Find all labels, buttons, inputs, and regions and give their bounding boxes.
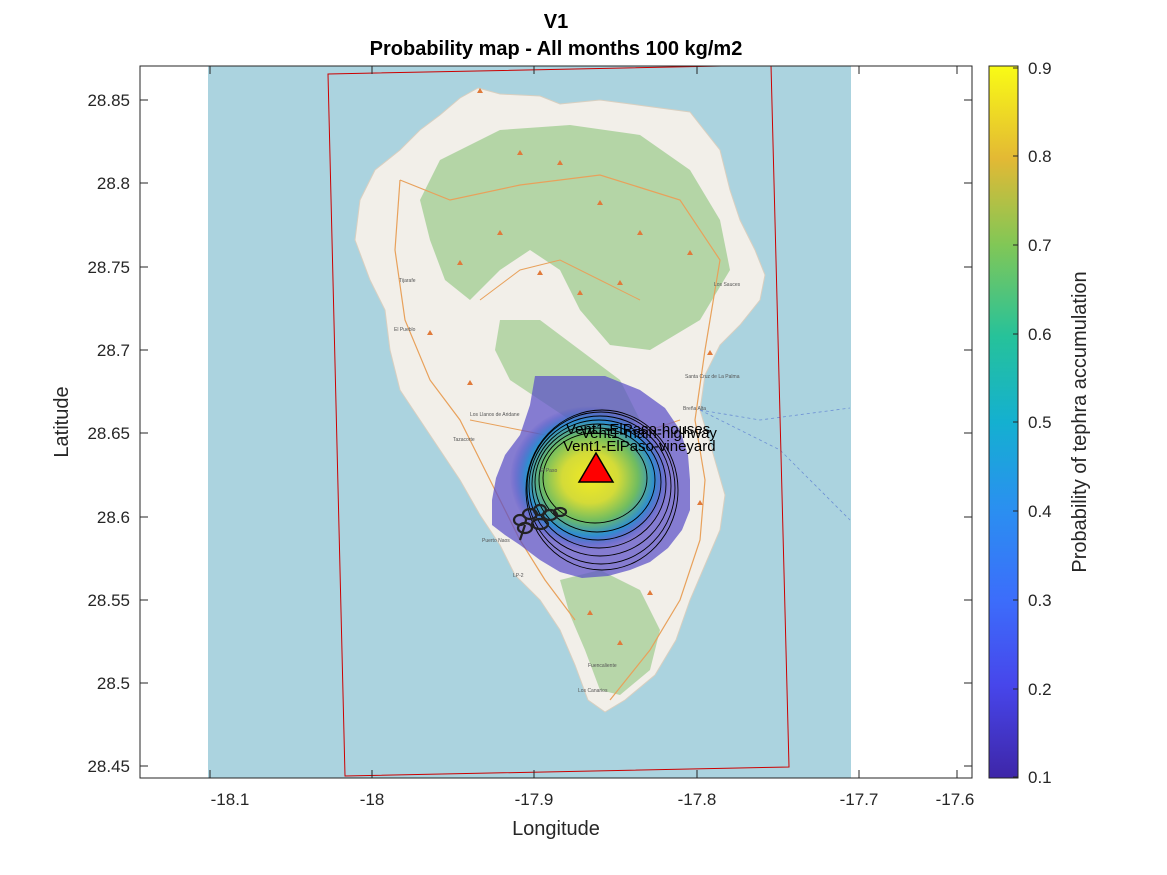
y-tick-label: 28.75 bbox=[87, 258, 130, 277]
map-forest-south bbox=[560, 570, 660, 695]
figure-title: V1 bbox=[544, 11, 568, 33]
x-tick-label: -17.8 bbox=[678, 790, 717, 809]
x-tick-label: -17.9 bbox=[515, 790, 554, 809]
secondary-contours bbox=[512, 503, 568, 541]
label-main-highway: Vent1-main-highway bbox=[581, 425, 717, 442]
y-tick-label: 28.7 bbox=[97, 341, 130, 360]
colorbar-label: Probability of tephra accumulation bbox=[1069, 271, 1091, 572]
colorbar-tick-labels: 0.9 0.8 0.7 0.6 0.5 0.4 0.3 0.2 0.1 bbox=[1028, 59, 1052, 787]
svg-text:Tazacorte: Tazacorte bbox=[453, 437, 475, 443]
svg-text:Puerto Naos: Puerto Naos bbox=[482, 538, 510, 544]
svg-text:Tijarafe: Tijarafe bbox=[399, 278, 416, 284]
svg-text:Los Sauces: Los Sauces bbox=[714, 282, 741, 288]
svg-text:LP-2: LP-2 bbox=[513, 573, 524, 579]
colorbar-tick-label: 0.3 bbox=[1028, 591, 1052, 610]
x-tick-label: -18 bbox=[360, 790, 385, 809]
svg-text:Los Llanos de Aridane: Los Llanos de Aridane bbox=[470, 412, 520, 418]
label-elpaso-vineyard: Vent1-ElPaso-vineyard bbox=[563, 438, 716, 455]
y-axis-label: Latitude bbox=[51, 386, 73, 457]
map-ferry-route bbox=[699, 407, 851, 421]
colorbar-tick-label: 0.8 bbox=[1028, 147, 1052, 166]
y-tick-label: 28.45 bbox=[87, 757, 130, 776]
y-tick-labels: 28.85 28.8 28.75 28.7 28.65 28.6 28.55 2… bbox=[87, 91, 130, 776]
colorbar-tick-label: 0.5 bbox=[1028, 413, 1052, 432]
y-axis bbox=[140, 99, 972, 767]
colorbar-ticks bbox=[1013, 67, 1018, 778]
y-tick-label: 28.55 bbox=[87, 591, 130, 610]
y-tick-label: 28.8 bbox=[97, 174, 130, 193]
figure-subtitle: Probability map - All months 100 kg/m2 bbox=[370, 38, 743, 60]
map-axes: Vent1-ElPaso-houses Vent1-main-highway V… bbox=[51, 65, 974, 840]
svg-text:Santa Cruz de La Palma: Santa Cruz de La Palma bbox=[685, 374, 740, 380]
svg-text:Los Canarios: Los Canarios bbox=[578, 688, 608, 694]
x-tick-label: -18.1 bbox=[211, 790, 250, 809]
axes-frame bbox=[139, 65, 973, 779]
svg-text:El Pueblo: El Pueblo bbox=[394, 327, 416, 333]
label-elpaso-houses: Vent1-ElPaso-houses bbox=[566, 421, 710, 438]
colorbar-tick-label: 0.4 bbox=[1028, 502, 1052, 521]
x-axis-label: Longitude bbox=[512, 818, 600, 840]
map-peaks bbox=[427, 88, 713, 645]
y-tick-label: 28.5 bbox=[97, 674, 130, 693]
svg-text:Breña Alta: Breña Alta bbox=[683, 406, 706, 412]
y-tick-label: 28.65 bbox=[87, 424, 130, 443]
vent-marker bbox=[577, 451, 615, 483]
colorbar: 0.9 0.8 0.7 0.6 0.5 0.4 0.3 0.2 0.1 Prob… bbox=[988, 59, 1091, 787]
y-tick-label: 28.85 bbox=[87, 91, 130, 110]
map-road bbox=[399, 174, 721, 701]
probability-contours bbox=[525, 409, 679, 571]
map-place-names: Santa Cruz de La Palma Los Llanos de Ari… bbox=[394, 278, 741, 694]
colorbar-tick-label: 0.1 bbox=[1028, 768, 1052, 787]
colorbar-tick-label: 0.9 bbox=[1028, 59, 1052, 78]
x-axis bbox=[209, 66, 958, 778]
svg-text:El Paso: El Paso bbox=[540, 468, 557, 474]
map-road bbox=[394, 179, 576, 621]
x-tick-labels: -18.1 -18 -17.9 -17.8 -17.7 -17.6 bbox=[211, 790, 975, 809]
map-road bbox=[479, 259, 641, 301]
colorbar-tick-label: 0.6 bbox=[1028, 325, 1052, 344]
map-forest-north bbox=[420, 125, 730, 350]
domain-box bbox=[327, 66, 790, 777]
colorbar-tick-label: 0.2 bbox=[1028, 680, 1052, 699]
x-tick-label: -17.6 bbox=[936, 790, 975, 809]
x-tick-label: -17.7 bbox=[840, 790, 879, 809]
colorbar-tick-label: 0.7 bbox=[1028, 236, 1052, 255]
y-tick-label: 28.6 bbox=[97, 508, 130, 527]
svg-text:Fuencaliente: Fuencaliente bbox=[588, 663, 617, 669]
